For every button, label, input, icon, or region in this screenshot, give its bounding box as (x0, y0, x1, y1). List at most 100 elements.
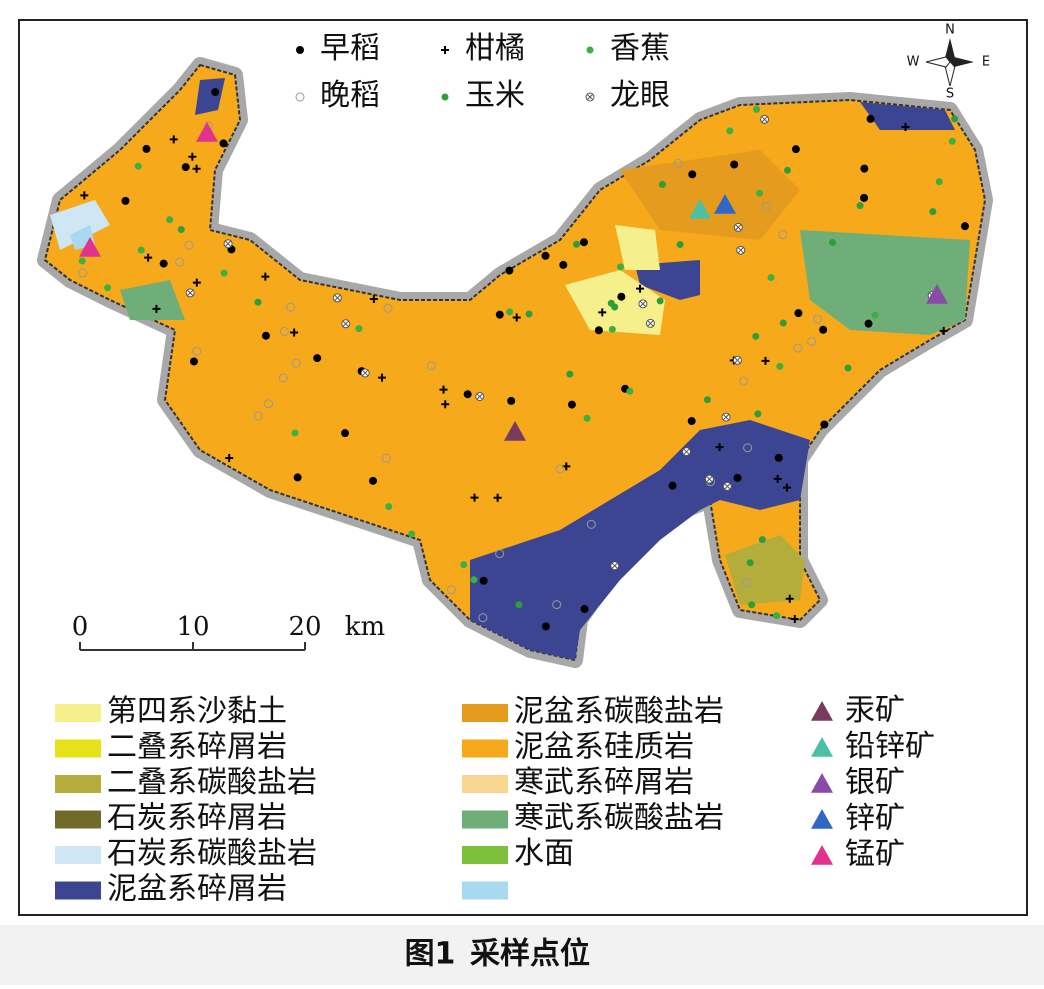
sample-dot (746, 559, 754, 567)
sample-dot (219, 139, 228, 148)
sandstone-patch (120, 280, 185, 320)
geology-legend-label: 寒武系碳酸盐岩 (514, 801, 724, 836)
sample-dot (594, 326, 603, 335)
mine-triangle (811, 773, 833, 793)
sample-hatch (734, 356, 741, 364)
sample-dot (181, 163, 190, 172)
mine-sites (79, 122, 948, 441)
sample-dot (142, 144, 151, 153)
sample-hatch (722, 413, 730, 421)
sample-ring (793, 343, 803, 353)
mineral-legend-label: 铅锌矿 (845, 729, 935, 764)
geology-swatch (462, 704, 508, 722)
sample-dot (656, 297, 664, 305)
geology-legend-label: 泥盆系碳酸盐岩 (514, 694, 724, 729)
geology-swatch (55, 739, 101, 758)
sample-dot (341, 429, 350, 438)
sample-hatch (342, 320, 350, 328)
sample-dot (296, 46, 304, 54)
clastic-carbonate-patch (470, 420, 810, 660)
sample-cross (598, 308, 607, 317)
sample-ring (742, 578, 752, 588)
sample-hatch (737, 246, 745, 254)
sample-dot (819, 325, 828, 334)
sample-ring (446, 585, 456, 595)
sample-dot (607, 299, 615, 307)
sample-dot (121, 196, 130, 205)
mineral-legend-label: 锰矿 (845, 837, 905, 872)
sample-hatch (723, 483, 731, 490)
sample-cross (169, 135, 178, 144)
sample-ring (813, 314, 823, 324)
sample-cross (152, 304, 161, 313)
sample-dot (579, 238, 588, 247)
sample-dot (566, 370, 574, 378)
geology-legend-label: 寒武系碎屑岩 (514, 765, 694, 800)
sample-ring (295, 92, 305, 102)
sample-ring (78, 268, 88, 278)
sample-dot (754, 410, 762, 418)
sample-dot (559, 260, 568, 269)
mine-triangle (811, 845, 833, 865)
sample-dot (935, 178, 943, 186)
geology-legend-label: 二叠系碳酸盐岩 (107, 765, 317, 800)
sample-cross (192, 278, 201, 287)
sample-dot (495, 310, 504, 319)
sample-dot (658, 181, 666, 189)
compass-needle (945, 38, 955, 62)
mine-triangle (504, 421, 526, 441)
sample-hatch (647, 320, 654, 327)
sample-cross (785, 594, 794, 603)
mine-triangle (811, 737, 833, 757)
sample-dot (730, 160, 739, 169)
sample-hatch (186, 289, 194, 297)
sample-cross (636, 284, 645, 293)
sample-dot (703, 396, 711, 404)
geology-swatch (462, 739, 508, 758)
sample-ring (807, 336, 817, 346)
scale-unit: km (345, 612, 385, 642)
sample-dot (860, 193, 869, 202)
sample-dot (104, 284, 112, 292)
sample-cross (192, 164, 201, 173)
sample-ring (286, 302, 296, 312)
sample-dot (774, 453, 783, 462)
sample-cross (782, 483, 791, 492)
sample-dot (773, 612, 781, 620)
geology-swatch (55, 881, 101, 900)
sample-dot (776, 362, 784, 370)
sample-dot (948, 137, 956, 145)
sample-ring (381, 453, 391, 463)
sample-cross (80, 191, 89, 200)
sample-cross (761, 356, 770, 365)
compass: N S E W (907, 23, 991, 102)
quaternary-patch (615, 225, 660, 270)
caption-band (0, 925, 1044, 985)
sample-dot (220, 269, 228, 277)
geology-swatch (462, 846, 508, 864)
sample-dot (929, 208, 937, 216)
sample-dot (525, 310, 533, 318)
mine-triangle (926, 284, 948, 304)
sample-cross (773, 474, 782, 483)
sample-ring (264, 399, 274, 409)
sample-cross (512, 313, 521, 322)
sample-cross (261, 272, 270, 281)
sample-dot (756, 189, 764, 197)
geology-swatch (55, 704, 101, 722)
sample-dot (408, 530, 416, 538)
sample-cross (790, 615, 799, 624)
sample-legend-label: 玉米 (465, 78, 525, 113)
sample-dot (506, 308, 514, 316)
sample-dot (505, 266, 514, 275)
sample-dot (369, 476, 378, 485)
sample-dot (567, 400, 576, 409)
sample-points (78, 88, 969, 631)
sample-cross (369, 294, 378, 303)
sample-dot (951, 115, 959, 123)
compass-s: S (946, 87, 954, 102)
sample-ring (253, 411, 263, 421)
sample-dot (166, 216, 174, 224)
